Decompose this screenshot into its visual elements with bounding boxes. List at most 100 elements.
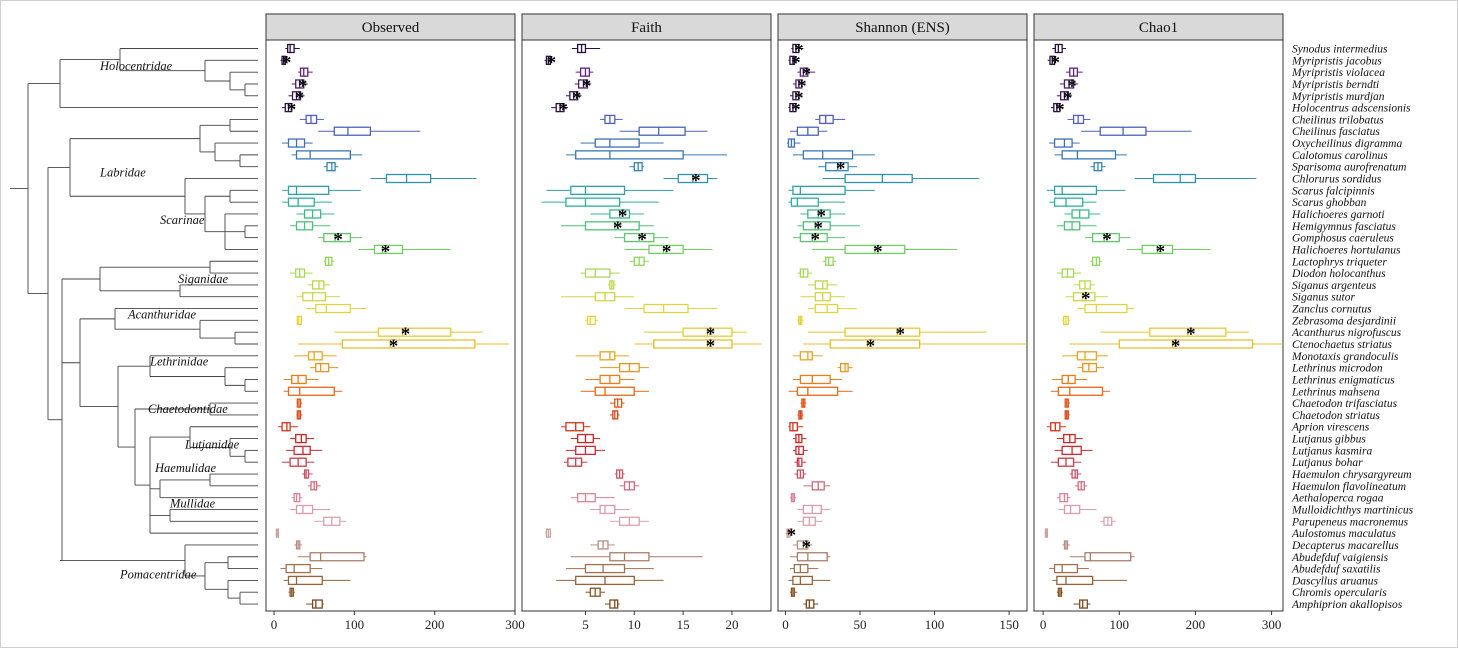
boxplot-decapterus-macarellus bbox=[294, 540, 303, 550]
boxplot-gomphosus-caeruleus: * bbox=[1085, 230, 1131, 251]
boxplot-synodus-intermedius bbox=[571, 43, 601, 54]
boxplot-abudefduf-vaigiensis bbox=[298, 552, 367, 562]
box bbox=[287, 197, 315, 207]
boxplot-chlorurus-sordidus bbox=[370, 173, 477, 184]
boxplot-holocentrus-adscensionis: * bbox=[788, 100, 801, 121]
boxplot-gomphosus-caeruleus: * bbox=[614, 230, 669, 251]
boxplot-aethaloperca-rogaa bbox=[789, 493, 796, 503]
boxplot-acanthurus-nigrofuscus: * bbox=[334, 324, 483, 345]
boxplot-hemigymnus-fasciatus bbox=[1056, 221, 1097, 231]
box bbox=[287, 43, 295, 54]
significance-star: * bbox=[1186, 324, 1196, 345]
box bbox=[594, 138, 640, 148]
box bbox=[1091, 232, 1120, 243]
box bbox=[281, 422, 291, 432]
boxplot-cheilinus-fasciatus bbox=[789, 126, 828, 136]
species-label: Lutjanus bohar bbox=[1291, 457, 1363, 469]
species-label: Abudefduf vaigiensis bbox=[1291, 552, 1389, 564]
boxplot-dascyllus-aruanus bbox=[1052, 575, 1127, 586]
box bbox=[287, 575, 323, 586]
boxplot-ctenochaetus-striatus: * bbox=[803, 336, 1027, 357]
boxplot-lutjanus-kasmira bbox=[792, 445, 808, 456]
panel-title: Shannon (ENS) bbox=[855, 20, 950, 36]
species-label: Sparisoma aurofrenatum bbox=[1292, 162, 1406, 174]
boxplot-chlorurus-sordidus bbox=[1134, 173, 1257, 184]
panel-title: Faith bbox=[631, 20, 662, 36]
boxplot-siganus-sutor bbox=[296, 292, 340, 302]
boxplot-gomphosus-caeruleus: * bbox=[318, 230, 363, 251]
x-tick-label: 100 bbox=[345, 617, 365, 632]
species-label: Halichoeres garnoti bbox=[1291, 209, 1385, 221]
boxplot-myripristis-berndti: * bbox=[291, 76, 308, 97]
boxplot-amphiprion-akallopisos bbox=[1073, 599, 1091, 609]
box bbox=[1118, 339, 1254, 349]
boxplot-halichoeres-garnoti bbox=[1064, 209, 1101, 219]
boxplot-chaetodon-trifasciatus bbox=[296, 398, 303, 408]
boxplot-dascyllus-aruanus bbox=[556, 575, 664, 586]
species-label: Monotaxis grandoculis bbox=[1291, 351, 1399, 363]
significance-star: * bbox=[866, 336, 876, 357]
panel-plot-area bbox=[521, 39, 772, 612]
box bbox=[844, 173, 913, 184]
significance-star: * bbox=[295, 88, 305, 109]
significance-star: * bbox=[811, 230, 821, 251]
boxplot-lethrinus-microdon bbox=[600, 362, 649, 373]
species-label: Ctenochaetus striatus bbox=[1292, 339, 1393, 351]
boxplot-diodon-holocanthus bbox=[1056, 268, 1082, 278]
x-tick-label: 0 bbox=[782, 617, 789, 632]
box bbox=[1061, 150, 1117, 160]
boxplot-chromis-opercularis bbox=[585, 587, 605, 597]
box bbox=[844, 327, 921, 337]
boxplot-haemulon-chrysargyreum bbox=[614, 469, 625, 479]
significance-star: * bbox=[1156, 241, 1166, 262]
species-label: Diodon holocanthus bbox=[1291, 268, 1386, 280]
boxplot-lethrinus-mahsena bbox=[788, 386, 853, 396]
boxplot-siganus-argenteus bbox=[607, 280, 616, 290]
boxplot-lethrinus-enigmaticus bbox=[792, 374, 843, 385]
species-label: Oxycheilinus digramma bbox=[1292, 138, 1402, 150]
panel-title: Observed bbox=[362, 20, 420, 36]
species-label: Zebrasoma desjardinii bbox=[1292, 315, 1396, 327]
box bbox=[586, 315, 596, 326]
box bbox=[807, 209, 831, 219]
box bbox=[307, 351, 323, 361]
boxplot-lutjanus-gibbus bbox=[792, 433, 807, 444]
box bbox=[839, 362, 849, 373]
box bbox=[814, 303, 839, 314]
box bbox=[309, 552, 365, 562]
boxplot-diodon-holocanthus bbox=[797, 268, 813, 278]
species-label: Synodus intermedius bbox=[1292, 44, 1388, 56]
box bbox=[287, 185, 330, 195]
family-label: Lethrinidae bbox=[149, 355, 209, 369]
boxplot-lethrinus-microdon bbox=[837, 362, 853, 373]
boxplot-zanclus-cornutus bbox=[1077, 303, 1135, 314]
species-label: Cheilinus trilobatus bbox=[1292, 114, 1384, 126]
boxplot-acanthurus-nigrofuscus: * bbox=[1100, 324, 1249, 345]
boxplot-haemulon-flavolineatum bbox=[1075, 481, 1088, 491]
species-label: Myripristis jacobus bbox=[1291, 55, 1382, 67]
boxplot-scarus-ghobban bbox=[1049, 197, 1097, 207]
box bbox=[789, 422, 799, 432]
species-label: Aulostomus maculatus bbox=[1291, 528, 1396, 540]
boxplot-chromis-opercularis bbox=[288, 587, 295, 597]
boxplot-scarus-falcipinnis bbox=[282, 185, 361, 195]
boxplot-synodus-intermedius: * bbox=[791, 41, 804, 62]
significance-star: * bbox=[817, 206, 827, 227]
box bbox=[1076, 351, 1098, 361]
box bbox=[793, 563, 809, 574]
boxplot-siganus-sutor bbox=[561, 292, 635, 302]
box bbox=[565, 197, 621, 207]
x-tick-label: 300 bbox=[1262, 617, 1282, 632]
species-label: Halichoeres hortulanus bbox=[1291, 244, 1401, 256]
boxplot-siganus-argenteus bbox=[307, 280, 331, 290]
species-label: Acanthurus nigrofuscus bbox=[1291, 327, 1402, 339]
boxplot-hemigymnus-fasciatus: * bbox=[561, 218, 654, 239]
species-label: Lethrinus microdon bbox=[1291, 363, 1383, 375]
x-tick-label: 150 bbox=[999, 617, 1019, 632]
box bbox=[796, 552, 828, 562]
x-tick-label: 0 bbox=[1040, 617, 1047, 632]
boxplot-abudefduf-vaigiensis bbox=[570, 552, 703, 562]
boxplot-lutjanus-gibbus bbox=[290, 433, 315, 444]
